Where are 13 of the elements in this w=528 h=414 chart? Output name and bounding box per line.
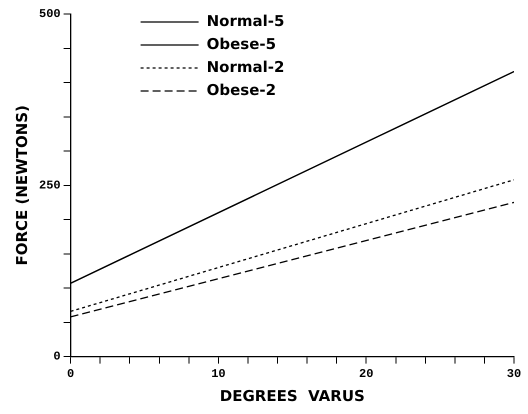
y-tick-label: 250 <box>38 178 61 192</box>
x-tick-label: 0 <box>67 366 74 381</box>
y-tick-label: 0 <box>53 350 61 364</box>
legend-label: Obese-5 <box>206 34 276 53</box>
x-axis-title: DEGREES VARUS <box>220 386 365 405</box>
legend-label: Obese-2 <box>206 80 276 99</box>
y-axis-title: FORCE (NEWTONS) <box>12 105 31 266</box>
legend-label: Normal-5 <box>206 12 284 30</box>
x-tick-label: 30 <box>506 366 522 381</box>
x-tick-label: 10 <box>211 366 226 381</box>
x-tick-label: 20 <box>359 366 374 381</box>
y-tick-label: 500 <box>38 7 61 22</box>
legend-label: Normal-2 <box>206 58 284 76</box>
